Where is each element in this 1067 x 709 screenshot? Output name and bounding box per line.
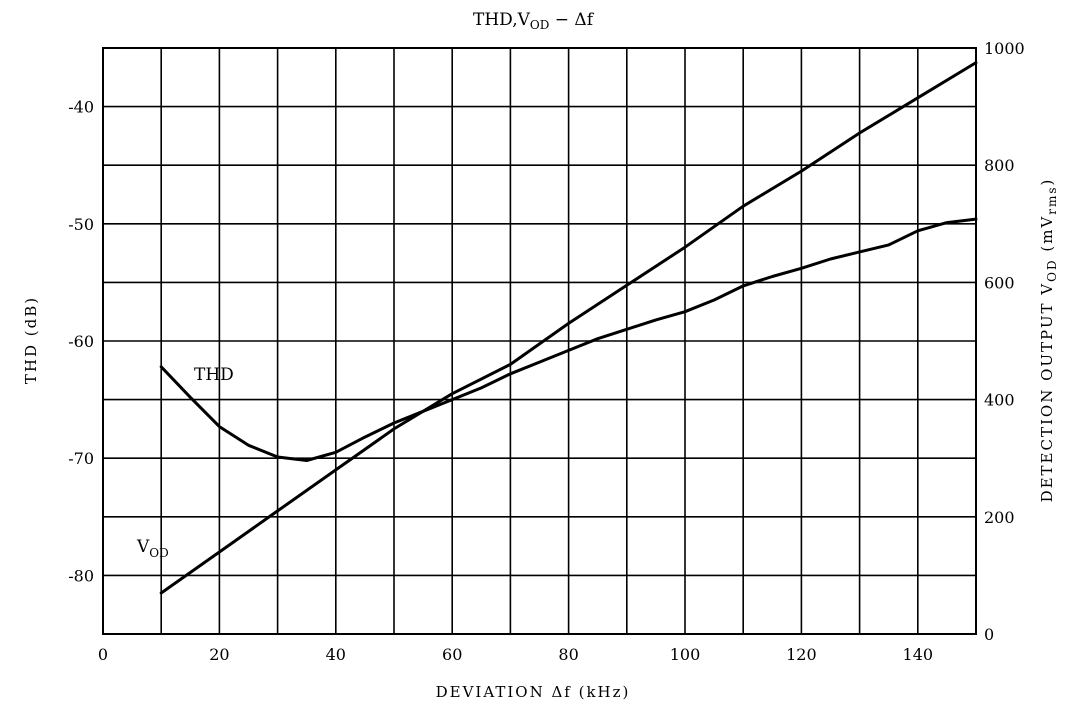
series-label-vod: VOD	[136, 537, 169, 560]
y-right-tick-label: 1000	[984, 39, 1025, 58]
chart-title: THD,VOD − Δf	[473, 10, 595, 32]
x-tick-label: 40	[326, 645, 346, 664]
series-lines	[159, 61, 978, 595]
grid	[103, 48, 976, 634]
y-left-tick-labels: -40 -50 -60 -70 -80	[68, 98, 94, 586]
series-line-vod	[159, 61, 978, 595]
y-left-tick-label: -70	[68, 449, 94, 468]
y-left-tick-label: -50	[68, 215, 94, 234]
x-tick-label: 140	[903, 645, 934, 664]
y-right-tick-label: 600	[984, 273, 1015, 292]
x-tick-label: 20	[209, 645, 229, 664]
x-axis-label: DEVIATION Δf (kHz)	[436, 683, 631, 701]
y-left-tick-label: -80	[68, 566, 94, 585]
y-left-tick-label: -40	[68, 98, 94, 117]
y-right-tick-label: 800	[984, 156, 1015, 175]
y-right-axis-label: DETECTION OUTPUT VOD (mVrms)	[1038, 178, 1059, 503]
y-left-tick-label: -60	[68, 332, 94, 351]
y-right-tick-label: 200	[984, 508, 1015, 527]
series-label-thd: THD	[194, 365, 234, 385]
x-tick-label: 60	[442, 645, 462, 664]
x-tick-label: 120	[786, 645, 817, 664]
x-tick-label: 100	[670, 645, 701, 664]
y-right-tick-label: 0	[984, 625, 994, 644]
x-tick-label: 80	[558, 645, 578, 664]
plot-frame	[102, 47, 977, 635]
y-right-tick-labels: 1000 800 600 400 200 0	[984, 39, 1025, 644]
x-tick-label: 0	[98, 645, 108, 664]
x-tick-labels: 0 20 40 60 80 100 120 140	[98, 645, 933, 664]
y-right-tick-label: 400	[984, 391, 1015, 410]
y-left-axis-label: THD (dB)	[22, 296, 40, 384]
series-line-thd	[159, 217, 978, 462]
